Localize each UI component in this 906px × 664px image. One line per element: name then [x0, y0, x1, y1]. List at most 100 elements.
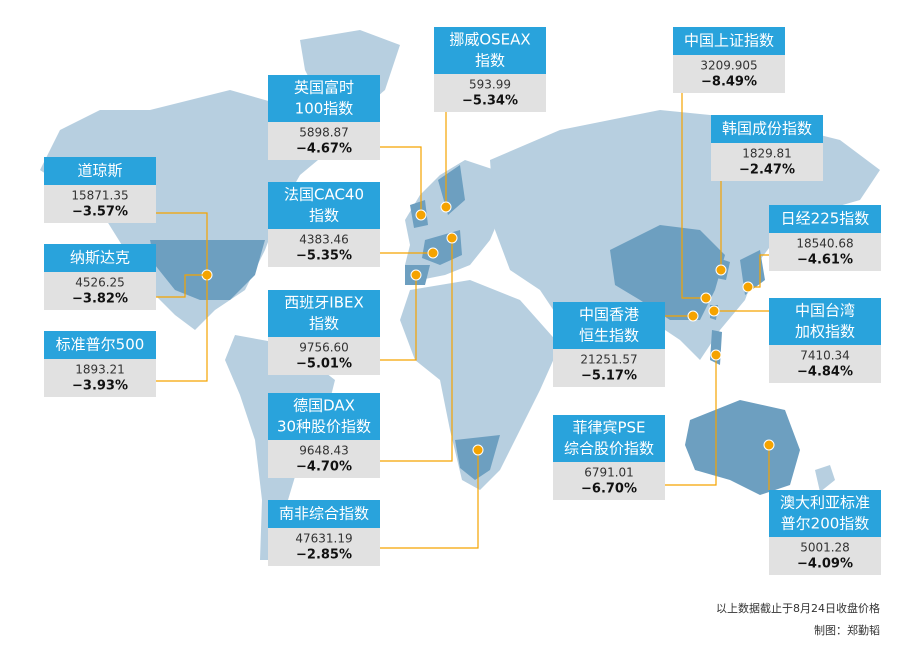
index-title: 恒生指数 — [579, 327, 639, 345]
land — [400, 280, 560, 490]
index-data-bg — [769, 345, 881, 383]
location-dot — [472, 444, 484, 456]
index-data-bg — [268, 528, 380, 566]
index-header — [268, 500, 380, 528]
connector — [380, 275, 417, 361]
connector — [380, 450, 479, 549]
index-title: 中国上证指数 — [684, 32, 774, 50]
index-header — [268, 182, 380, 229]
connector — [681, 93, 706, 299]
index-header — [769, 205, 881, 233]
land-highlight — [405, 165, 465, 285]
index-title: 加权指数 — [795, 323, 855, 341]
index-title: 道琼斯 — [77, 162, 122, 180]
index-change: −3.57% — [72, 205, 128, 220]
index-change: −5.35% — [296, 249, 352, 264]
index-title: 中国台湾 — [795, 302, 855, 320]
index-change: −8.49% — [701, 75, 757, 90]
connector — [145, 274, 207, 298]
index-data-bg — [44, 272, 156, 310]
index-value: 1893.21 — [75, 363, 125, 377]
index-title: 南非综合指数 — [279, 505, 369, 523]
index-data-bg — [268, 337, 380, 375]
land — [40, 90, 330, 330]
index-title: 指数 — [475, 52, 505, 70]
index-title: 30种股价指数 — [277, 418, 371, 436]
index-change: −4.61% — [797, 253, 853, 268]
index-title: 指数 — [309, 207, 339, 225]
location-dot — [715, 264, 727, 276]
index-header — [44, 331, 156, 359]
location-dot — [700, 292, 712, 304]
index-change: −2.47% — [739, 163, 795, 178]
index-data-bg — [769, 233, 881, 271]
index-title: 法国CAC40 — [284, 186, 364, 204]
index-change: −2.85% — [296, 548, 352, 563]
index-data-bg — [673, 55, 785, 93]
index-header — [434, 27, 546, 74]
index-change: −5.17% — [581, 369, 637, 384]
index-value: 9756.60 — [299, 341, 349, 355]
location-dot — [763, 439, 775, 451]
index-title: 英国富时 — [294, 79, 354, 97]
location-dot — [440, 201, 452, 213]
index-title: 日经225指数 — [781, 210, 870, 228]
land — [815, 465, 835, 492]
location-dot — [710, 349, 722, 361]
index-header — [44, 244, 156, 272]
index-change: −5.34% — [462, 94, 518, 109]
connector — [145, 275, 208, 382]
index-data-bg — [268, 229, 380, 267]
index-title: 菲律宾PSE — [572, 419, 645, 437]
index-title: 韩国成份指数 — [722, 120, 812, 138]
index-value: 5898.87 — [299, 126, 349, 140]
index-data-bg — [711, 143, 823, 181]
location-dot — [687, 310, 699, 322]
connector — [380, 146, 422, 215]
location-dot — [742, 281, 754, 293]
index-header — [673, 27, 785, 55]
location-dot — [410, 269, 422, 281]
index-value: 593.99 — [469, 78, 511, 92]
index-header — [553, 415, 665, 462]
index-value: 3209.905 — [700, 59, 757, 73]
index-value: 15871.35 — [71, 189, 128, 203]
index-header — [44, 157, 156, 185]
credit: 制图：郑勤韬 — [814, 623, 880, 637]
connector — [380, 238, 453, 462]
index-data-bg — [553, 349, 665, 387]
index-header — [553, 302, 665, 349]
index-header — [769, 298, 881, 345]
index-boxes: 道琼斯 15871.35 −3.57% 纳斯达克 4526.25 −3.82% 标准普尔50… — [44, 27, 881, 575]
index-title: 普尔200指数 — [781, 515, 870, 533]
index-title: 中国香港 — [579, 306, 639, 324]
index-title: 100指数 — [295, 100, 354, 118]
index-change: −3.82% — [72, 292, 128, 307]
connector — [748, 254, 769, 288]
footnote: 以上数据截止于8月24日收盘价格 — [716, 601, 880, 615]
index-data-bg — [44, 185, 156, 223]
index-title: 澳大利亚标准 — [780, 494, 870, 512]
location-dot — [708, 305, 720, 317]
index-value: 9648.43 — [299, 444, 349, 458]
index-data-bg — [769, 537, 881, 575]
index-title: 挪威OSEAX — [449, 31, 530, 49]
index-header — [769, 490, 881, 537]
connector — [665, 355, 717, 486]
index-data-bg — [44, 359, 156, 397]
index-data-bg — [268, 440, 380, 478]
index-value: 1829.81 — [742, 147, 792, 161]
index-value: 4383.46 — [299, 233, 349, 247]
index-data-bg — [434, 74, 546, 112]
land-highlight — [610, 225, 765, 365]
index-data-bg — [553, 462, 665, 500]
index-change: −3.93% — [72, 379, 128, 394]
index-change: −4.70% — [296, 460, 352, 475]
index-title: 指数 — [309, 315, 339, 333]
index-change: −4.84% — [797, 365, 853, 380]
index-change: −4.67% — [296, 142, 352, 157]
location-dot — [427, 247, 439, 259]
index-value: 7410.34 — [800, 349, 850, 363]
index-title: 德国DAX — [293, 397, 355, 415]
index-value: 6791.01 — [584, 466, 634, 480]
